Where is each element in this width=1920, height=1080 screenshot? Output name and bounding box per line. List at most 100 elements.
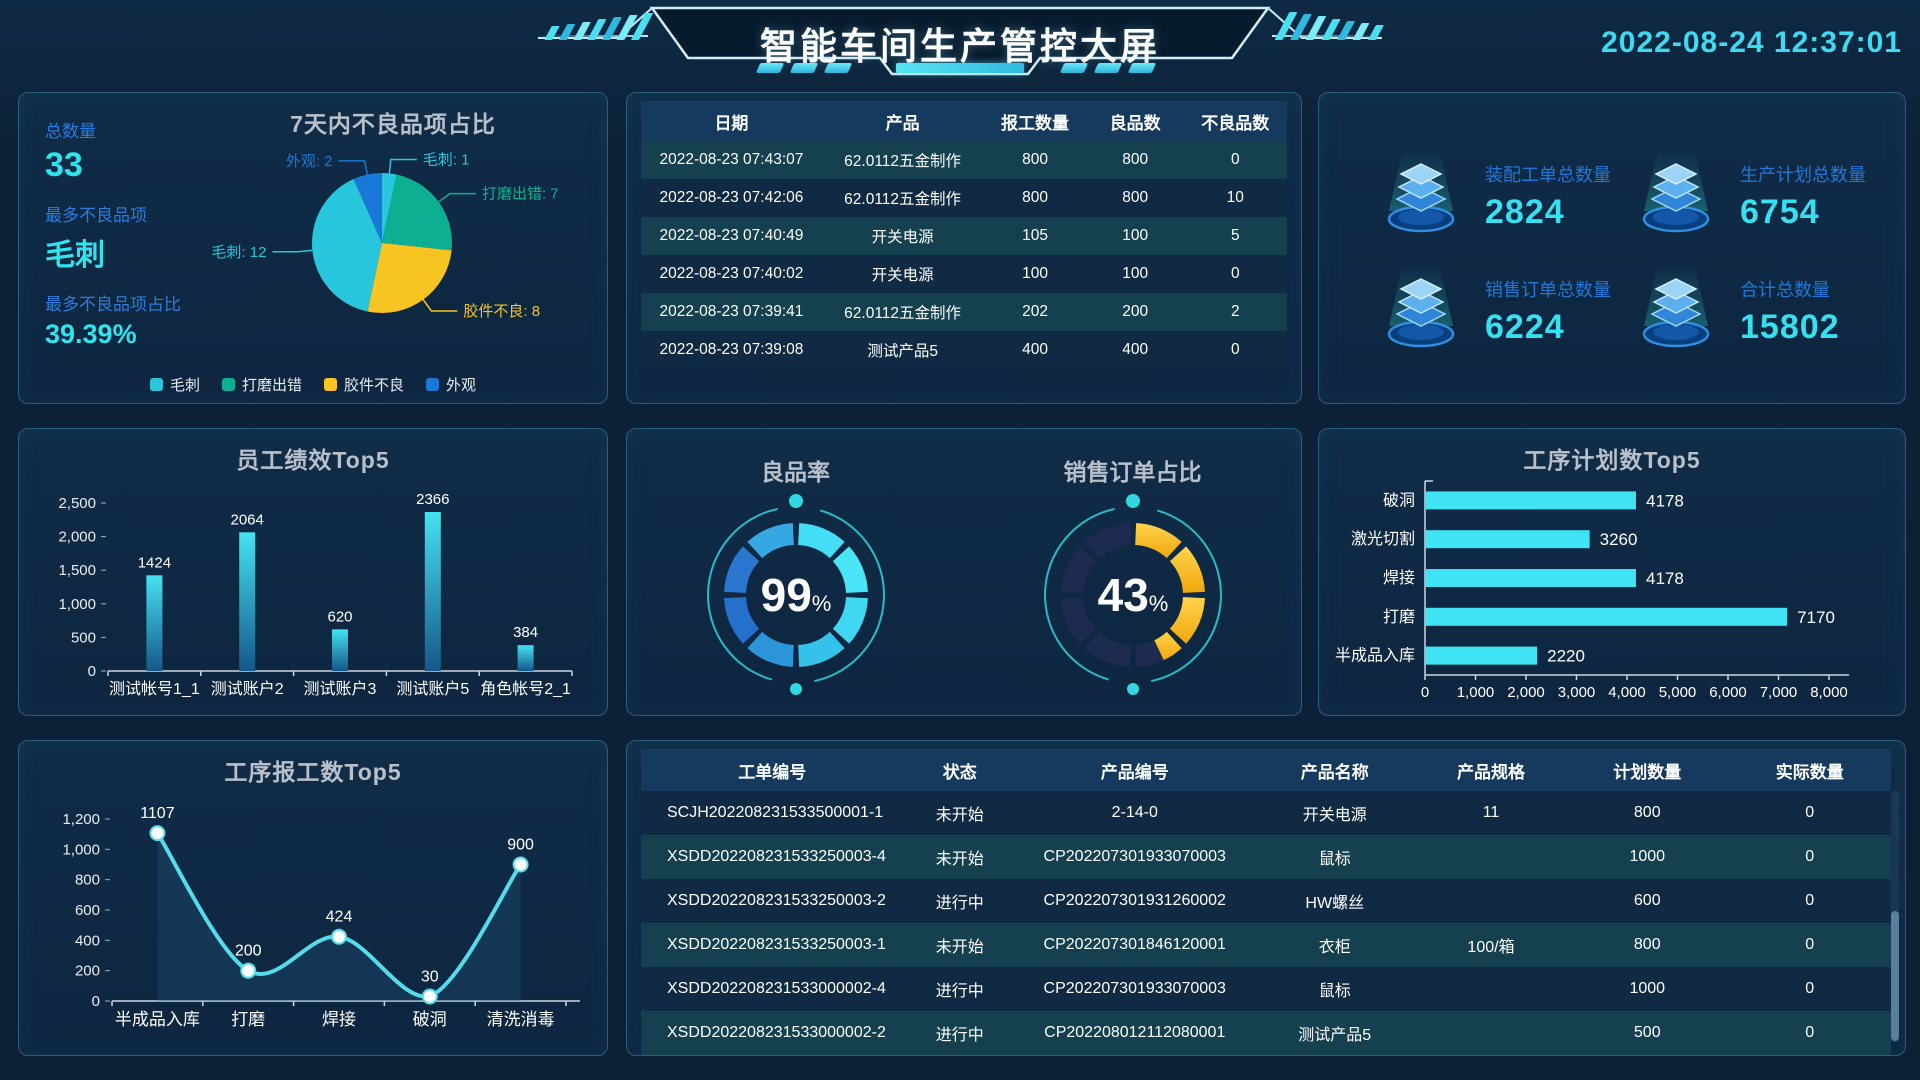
table-cell: 2 (1230, 303, 1240, 320)
table-cell: 100 (1122, 265, 1149, 282)
svg-text:4,000: 4,000 (1608, 684, 1646, 701)
svg-text:2,000: 2,000 (1507, 684, 1545, 701)
table-cell: CP202207301933070003 (1043, 848, 1226, 865)
report-line-chart: 0 200 400 600 800 1,000 1,200 1107 半成品入库 200 打磨 424… (62, 805, 580, 1029)
svg-text:毛刺: 1: 毛刺: 1 (423, 151, 470, 168)
table-cell: 0 (1230, 151, 1240, 168)
legend-swatch (426, 378, 440, 391)
column-header: 产品 (885, 113, 920, 133)
table-cell: 800 (1022, 151, 1048, 168)
table-cell: 0 (1230, 341, 1240, 358)
legend-item: 打磨出错 (221, 374, 302, 395)
table-cell: XSDD202208231533250003-1 (667, 936, 886, 953)
defect-stats: 总数量 33 最多不良品项 毛刺 最多不良品项占比 39.39% (45, 117, 205, 366)
table-header: 日期 产品 报工数量 良品数 不良品数 (641, 101, 1287, 141)
svg-text:1,000: 1,000 (62, 841, 100, 858)
table-cell: 600 (1633, 892, 1661, 909)
table-cell: CP202207301846120001 (1043, 936, 1226, 953)
panel-process-plan: 工序计划数Top5 0 1,000 2,000 3,000 4,000 5,000 6,00… (1318, 428, 1906, 716)
svg-text:2,000: 2,000 (58, 529, 96, 546)
svg-text:0: 0 (92, 993, 100, 1010)
table-cell: 800 (1633, 936, 1661, 953)
stat-value: 毛刺 (45, 239, 105, 272)
plan-hbar-chart: 0 1,000 2,000 3,000 4,000 5,000 6,000 7,000 8,00… (1335, 480, 1849, 701)
column-header: 产品名称 (1300, 762, 1369, 782)
table-cell: XSDD202208231533000002-2 (667, 1024, 886, 1041)
svg-text:测试账户3: 测试账户3 (304, 680, 377, 698)
panel-defect-ratio: 7天内不良品项占比 总数量 33 最多不良品项 毛刺 最多不良品项占比 39.3… (18, 92, 608, 404)
panel-title: 工序计划数Top5 (1523, 447, 1701, 473)
table-cell: 100 (1022, 265, 1048, 282)
table-cell: 11 (1482, 804, 1500, 821)
layers-icon (1626, 264, 1726, 360)
table-cell: 进行中 (935, 983, 984, 1000)
stat-value: 6224 (1485, 308, 1565, 346)
column-header: 状态 (942, 762, 977, 782)
gauge-title: 良品率 (761, 459, 830, 485)
svg-text:900: 900 (507, 837, 534, 854)
svg-text:外观: 2: 外观: 2 (286, 153, 333, 170)
legend-label: 胶件不良 (344, 377, 405, 394)
gauge-good-rate: 良品率 99% (627, 429, 964, 715)
column-header: 工单编号 (738, 762, 807, 782)
table-cell: 5 (1230, 227, 1240, 244)
scrollbar-thumb[interactable] (1891, 911, 1899, 1041)
table-cell: 62.0112五金制作 (844, 305, 962, 322)
stat-label: 最多不良品项 (45, 206, 147, 225)
svg-text:打磨: 打磨 (231, 1010, 265, 1029)
svg-text:1,500: 1,500 (58, 562, 96, 579)
table-cell: 202 (1022, 303, 1048, 320)
table-cell: 800 (1633, 804, 1661, 821)
svg-text:2366: 2366 (416, 491, 449, 508)
table-cell: 2022-08-23 07:39:41 (659, 303, 804, 320)
table-cell: 0 (1805, 936, 1815, 953)
table-cell: 100 (1122, 227, 1149, 244)
legend-label: 毛刺 (169, 377, 200, 394)
panel-totals: 装配工单总数量 2824 生产计划总数量 6754 (1318, 92, 1906, 404)
order-table: 工单编号 状态 产品编号 产品名称 产品规格 计划数量 实际数量 SCJH2022082315… (641, 749, 1891, 1055)
svg-text:200: 200 (235, 943, 262, 960)
gauge-sales-ratio: 销售订单占比 43% (964, 429, 1301, 715)
svg-text:0: 0 (1421, 684, 1429, 701)
stat-label: 最多不良品项占比 (45, 295, 181, 314)
table-cell: XSDD202208231533000002-4 (667, 980, 886, 997)
layers-icon (1626, 149, 1726, 245)
report-table: 日期 产品 报工数量 良品数 不良品数 2022-08-23 07:43:07 62.011… (641, 101, 1287, 369)
svg-text:焊接: 焊接 (322, 1010, 356, 1029)
svg-text:2,500: 2,500 (58, 495, 96, 512)
table-row: XSDD202208231533250003-1 未开始 CP20220730184… (641, 923, 1891, 967)
svg-text:800: 800 (75, 872, 100, 889)
column-header: 良品数 (1109, 113, 1161, 133)
header-center-bar (896, 63, 1024, 73)
svg-text:清洗消毒: 清洗消毒 (487, 1010, 555, 1029)
svg-text:焊接: 焊接 (1383, 569, 1415, 587)
table-row: SCJH202208231533500001-1 未开始 2-14-0 开关电源 11 8… (641, 791, 1891, 835)
svg-text:1424: 1424 (138, 554, 171, 571)
table-header: 工单编号 状态 产品编号 产品名称 产品规格 计划数量 实际数量 (641, 749, 1891, 791)
stat-value: 2824 (1485, 193, 1565, 231)
table-cell: 未开始 (935, 851, 984, 868)
gauge-title: 销售订单占比 (1063, 459, 1202, 485)
table-row: XSDD202208231533000002-2 进行中 CP20220801211… (641, 1011, 1891, 1055)
legend-item: 毛刺 (149, 374, 200, 395)
svg-text:6,000: 6,000 (1709, 684, 1747, 701)
table-row: 2022-08-23 07:39:41 62.0112五金制作 202 200 2 (641, 293, 1287, 331)
column-header: 产品编号 (1100, 762, 1169, 782)
panel-order-table: 工单编号 状态 产品编号 产品名称 产品规格 计划数量 实际数量 SCJH2022082315… (626, 740, 1906, 1056)
table-cell: 0 (1805, 892, 1815, 909)
table-cell: 0 (1805, 804, 1815, 821)
svg-text:4178: 4178 (1646, 491, 1684, 510)
svg-text:424: 424 (326, 909, 353, 926)
table-cell: 开关电源 (871, 267, 934, 284)
table-cell: 衣柜 (1318, 939, 1351, 956)
svg-text:99%: 99% (760, 569, 831, 621)
datetime-display: 2022-08-24 12:37:01 (1601, 26, 1902, 59)
table-row: XSDD202208231533250003-2 进行中 CP20220730193… (641, 879, 1891, 923)
stat-label: 总数量 (45, 122, 96, 141)
svg-text:400: 400 (75, 932, 100, 949)
svg-text:7,000: 7,000 (1760, 684, 1798, 701)
svg-text:半成品入库: 半成品入库 (115, 1010, 200, 1029)
table-cell: 800 (1122, 189, 1149, 206)
table-cell: 500 (1633, 1024, 1661, 1041)
table-cell: 1000 (1629, 848, 1666, 865)
